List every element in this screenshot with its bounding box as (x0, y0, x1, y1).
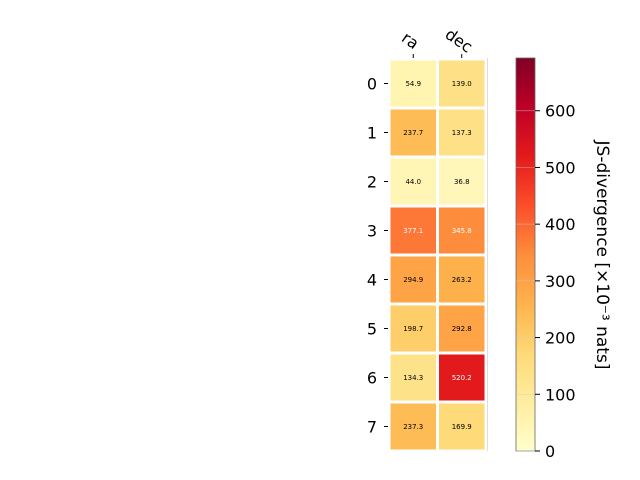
row-label: 6 (367, 369, 377, 388)
colorbar-tick-label: 300 (545, 272, 576, 291)
cell-value-label: 137.3 (452, 129, 472, 137)
cell-value-label: 292.8 (452, 325, 472, 333)
column-labels: ra dec (398, 24, 476, 58)
cell-value-label: 139.0 (452, 80, 472, 88)
row-label: 5 (367, 320, 377, 339)
cell-value-label: 198.7 (403, 325, 423, 333)
row-label: 7 (367, 418, 377, 437)
row-labels: 0 1 2 3 4 5 6 7 (367, 75, 388, 437)
cell-value-label: 134.3 (403, 374, 423, 382)
colorbar-tick-label: 100 (545, 385, 576, 404)
colorbar-label: JS-divergence [×10⁻³ nats] (592, 140, 612, 370)
cell-value-label: 36.8 (454, 178, 470, 186)
heatmap-cell (436, 253, 488, 306)
cell-value-label: 54.9 (405, 80, 421, 88)
cell-value-label: 263.2 (452, 276, 472, 284)
cell-value-label: 520.2 (452, 374, 472, 382)
row-label: 0 (367, 75, 377, 94)
cell-value-label: 169.9 (452, 423, 472, 431)
heatmap-cell (436, 400, 488, 453)
column-label: ra (398, 28, 422, 53)
heatmap-cell (436, 204, 488, 257)
colorbar-tick-label: 0 (545, 442, 555, 461)
cell-value-label: 377.1 (403, 227, 423, 235)
cell-value-label: 44.0 (405, 178, 421, 186)
colorbar-tick-label: 600 (545, 102, 576, 121)
cell-value-label: 294.9 (403, 276, 423, 284)
colorbar-tick-label: 200 (545, 329, 576, 348)
colorbar-ticks: 0 100 200 300 400 500 600 (516, 102, 576, 461)
row-label: 3 (367, 222, 377, 241)
cell-value-label: 237.3 (403, 423, 423, 431)
row-label: 1 (367, 124, 377, 143)
colorbar-gradient (515, 57, 536, 452)
row-label: 4 (367, 271, 377, 290)
cell-value-label: 345.8 (452, 227, 472, 235)
colorbar (515, 57, 536, 452)
heatmap-cell (436, 106, 488, 159)
colorbar-tick-label: 500 (545, 158, 576, 177)
cell-value-label: 237.7 (403, 129, 423, 137)
heatmap-cell (436, 155, 488, 208)
heatmap-grid: 54.9 139.0 237.7 137.3 44.0 36.8 377.1 345.8 294… (387, 57, 488, 453)
colorbar-tick-label: 400 (545, 215, 576, 234)
column-label: dec (442, 24, 476, 56)
row-label: 2 (367, 173, 377, 192)
